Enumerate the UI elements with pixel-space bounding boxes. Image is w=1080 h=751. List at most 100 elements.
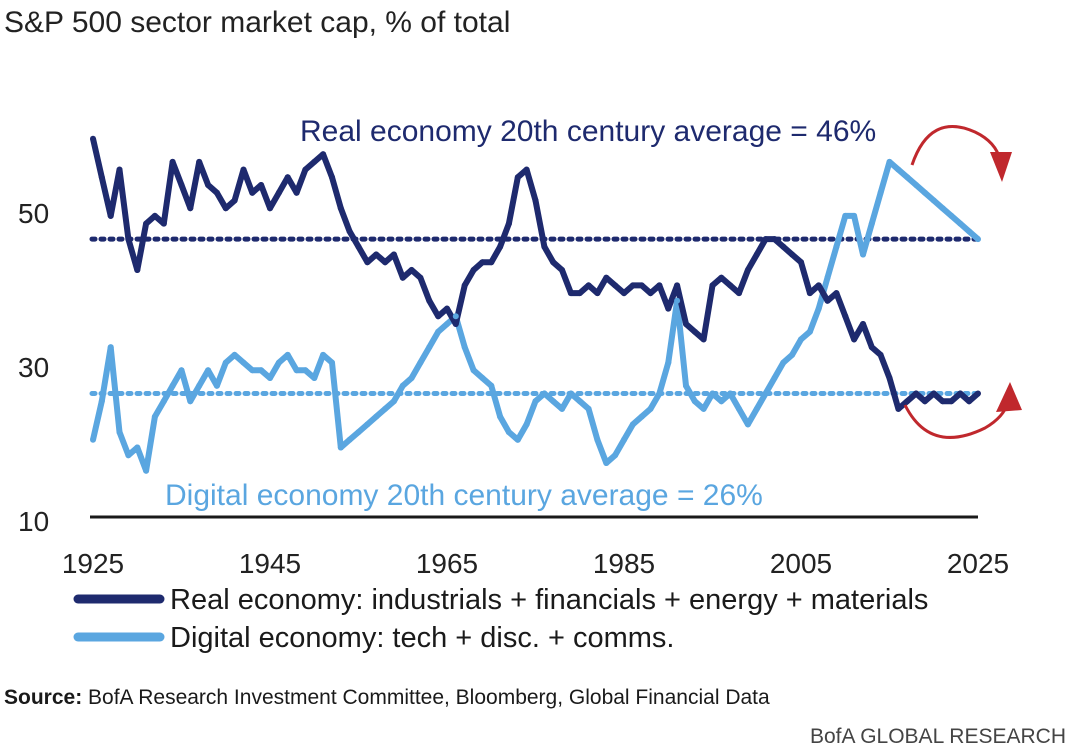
real-data-point xyxy=(258,182,265,188)
digital-data-point xyxy=(851,212,858,219)
digital-data-point xyxy=(284,351,291,358)
real-data-point xyxy=(90,135,96,142)
real-data-point xyxy=(851,336,858,343)
digital-data-point xyxy=(780,359,787,366)
real-data-point xyxy=(497,243,504,250)
digital-data-point xyxy=(488,382,495,389)
real-data-point xyxy=(665,305,672,312)
digital-data-point xyxy=(939,205,946,212)
digital-data-point xyxy=(886,158,893,165)
x-tick-label: 2005 xyxy=(770,548,832,579)
digital-data-point xyxy=(833,243,840,250)
real-data-point xyxy=(806,290,813,297)
real-data-point xyxy=(736,290,742,297)
real-data-point xyxy=(143,220,150,227)
digital-data-point xyxy=(134,444,141,451)
digital-data-point xyxy=(975,236,981,243)
digital-data-point xyxy=(523,421,530,428)
real-data-point xyxy=(753,251,760,258)
digital-data-point xyxy=(629,421,636,428)
real-data-point xyxy=(567,290,574,297)
digital-data-point xyxy=(594,436,601,443)
digital-data-point xyxy=(514,436,521,443)
digital-data-point xyxy=(213,382,220,389)
digital-data-point xyxy=(727,390,734,397)
digital-data-point xyxy=(559,405,565,412)
digital-data-point xyxy=(399,382,406,389)
real-data-point xyxy=(355,243,362,250)
real-data-point xyxy=(683,321,689,327)
chart-title: S&P 500 sector market cap, % of total xyxy=(4,6,510,39)
real-data-point xyxy=(444,305,450,312)
real-data-point xyxy=(399,274,406,281)
real-data-point xyxy=(771,236,778,243)
x-tick-label: 1925 xyxy=(62,548,124,579)
digital-data-point xyxy=(576,398,583,405)
digital-data-point xyxy=(824,274,831,281)
real-data-point xyxy=(169,158,176,165)
real-data-point xyxy=(939,398,946,405)
crossover-arrows xyxy=(903,125,1022,439)
digital-data-point xyxy=(222,359,229,366)
digital-data-point xyxy=(125,452,132,459)
digital-data-point xyxy=(550,398,557,405)
digital-data-point xyxy=(541,390,548,397)
real-data-point xyxy=(311,158,318,165)
real-data-point xyxy=(975,390,981,397)
real-data-point xyxy=(921,398,928,405)
real-data-point xyxy=(621,290,627,297)
digital-data-point xyxy=(877,189,884,196)
real-data-point xyxy=(780,243,787,250)
digital-data-point xyxy=(753,405,760,412)
digital-data-point xyxy=(771,375,778,381)
digital-data-point xyxy=(329,359,335,366)
digital-data-point xyxy=(683,382,689,389)
digital-data-point xyxy=(258,367,265,374)
legend-label-real: Real economy: industrials + financials +… xyxy=(170,584,928,616)
real-data-point xyxy=(904,398,911,405)
real-data-point xyxy=(638,282,645,289)
real-data-point xyxy=(426,297,433,304)
real-data-point xyxy=(205,182,212,188)
digital-data-point xyxy=(426,344,433,351)
digital-data-point xyxy=(718,398,725,405)
real-data-point xyxy=(930,390,937,397)
real-data-point xyxy=(860,321,866,327)
digital-data-point xyxy=(470,367,477,374)
real-data-point xyxy=(160,220,167,227)
digital-data-point xyxy=(249,367,256,374)
digital-data-point xyxy=(815,305,822,312)
y-tick-label: 50 xyxy=(18,198,49,229)
digital-data-point xyxy=(621,436,627,443)
real-data-point xyxy=(346,228,353,235)
real-data-point xyxy=(275,189,282,196)
real-data-point xyxy=(744,267,751,273)
digital-data-point xyxy=(355,429,362,436)
digital-data-point xyxy=(736,405,742,412)
real-data-point xyxy=(187,205,194,212)
real-data-point xyxy=(523,166,530,173)
real-data-point xyxy=(700,336,707,343)
digital-data-point xyxy=(320,351,327,358)
digital-data-point xyxy=(700,405,707,412)
real-data-point xyxy=(373,251,380,258)
real-data-point xyxy=(151,212,158,219)
real-data-point xyxy=(231,197,238,204)
real-data-point xyxy=(329,174,335,181)
source-label: Source: xyxy=(4,686,82,709)
real-data-point xyxy=(435,313,442,320)
digital-data-point xyxy=(806,328,813,335)
digital-data-point xyxy=(151,413,158,420)
digital-data-point xyxy=(709,390,716,397)
digital-data-point xyxy=(160,398,167,405)
real-data-point xyxy=(709,282,716,289)
digital-data-point xyxy=(169,382,176,389)
digital-data-point xyxy=(408,375,415,381)
digital-data-point xyxy=(603,460,610,466)
source-text: BofA Research Investment Committee, Bloo… xyxy=(82,686,770,709)
x-tick-label: 2025 xyxy=(947,548,1009,579)
real-data-point xyxy=(541,243,548,250)
digital-data-point xyxy=(364,421,371,428)
real-data-point xyxy=(107,212,114,219)
